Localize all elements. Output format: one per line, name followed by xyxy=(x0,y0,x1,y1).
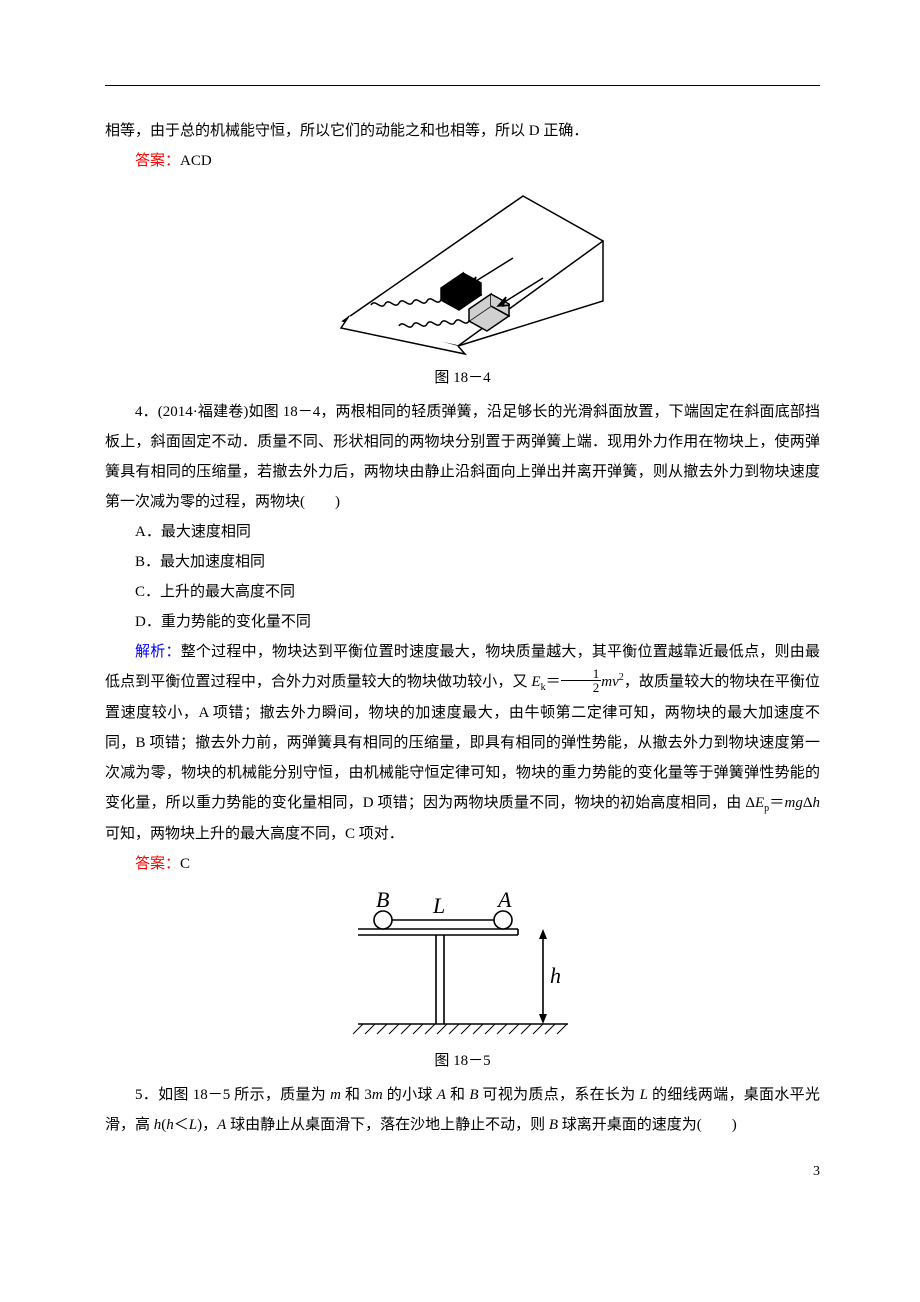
q5-A2: A xyxy=(217,1117,226,1133)
figure-18-5-caption: 图 18－5 xyxy=(105,1049,820,1070)
q5-t7: 球由静止从桌面滑下，落在沙地上静止不动，则 xyxy=(226,1117,549,1133)
q5-stem: 5．如图 18－5 所示，质量为 m 和 3m 的小球 A 和 B 可视为质点，… xyxy=(105,1080,820,1140)
document-page: 相等，由于总的机械能守恒，所以它们的动能之和也相等，所以 D 正确． 答案：AC… xyxy=(0,0,920,1200)
q4-option-c: C．上升的最大高度不同 xyxy=(105,577,820,607)
q4-stem: 4．(2014·福建卷)如图 18－4，两根相同的轻质弹簧，沿足够长的光滑斜面放… xyxy=(105,397,820,517)
ek-num: 1 xyxy=(561,667,602,681)
q5-A1: A xyxy=(437,1087,446,1103)
q4-analysis: 解析：整个过程中，物块达到平衡位置时速度最大，物块质量越大，其平衡位置越靠近最低… xyxy=(105,637,820,849)
ep-dh: h xyxy=(812,795,820,811)
fig5-label-B: B xyxy=(376,889,389,912)
q4-option-a: A．最大速度相同 xyxy=(105,517,820,547)
page-number: 3 xyxy=(813,1164,820,1180)
ek-E: E xyxy=(531,674,540,690)
q4-option-b: B．最大加速度相同 xyxy=(105,547,820,577)
ep-mg: mg xyxy=(784,795,802,811)
answer-3-value: ACD xyxy=(180,153,212,169)
analysis-label: 解析： xyxy=(135,644,181,660)
answer-4: 答案：C xyxy=(105,849,820,879)
fig5-label-h: h xyxy=(550,963,561,988)
figure-18-5-svg: B A L h xyxy=(348,889,578,1039)
q4-analysis-part3: 可知，两物块上升的最大高度不同，C 项对． xyxy=(105,826,404,842)
q5-L: L xyxy=(640,1087,648,1103)
q5-lt: ＜ xyxy=(174,1117,189,1133)
top-rule xyxy=(105,85,820,86)
fig5-label-A: A xyxy=(496,889,512,912)
q5-t1: 5．如图 18－5 所示，质量为 xyxy=(135,1087,330,1103)
pre-answer-line: 相等，由于总的机械能守恒，所以它们的动能之和也相等，所以 D 正确． xyxy=(105,116,820,146)
q5-t5: 可视为质点，系在长为 xyxy=(478,1087,639,1103)
figure-18-4-svg xyxy=(313,186,613,356)
q5-B2: B xyxy=(549,1117,558,1133)
q5-t2: 和 3 xyxy=(341,1087,372,1103)
q4-option-d: D．重力势能的变化量不同 xyxy=(105,607,820,637)
q4-analysis-part2: ，故质量较大的物块在平衡位置速度较小，A 项错；撤去外力瞬间，物块的加速度最大，… xyxy=(105,674,820,811)
ek-mv: mv xyxy=(601,674,619,690)
q5-t3: 的小球 xyxy=(383,1087,437,1103)
ek-eq: ＝ xyxy=(546,674,561,690)
answer-label-4: 答案： xyxy=(135,856,180,872)
q5-t8: 球离开桌面的速度为( ) xyxy=(558,1117,737,1133)
fig5-label-L: L xyxy=(432,893,445,918)
answer-4-value: C xyxy=(180,856,190,872)
ek-den: 2 xyxy=(561,681,602,694)
q5-h2: h xyxy=(166,1117,174,1133)
q5-L2: L xyxy=(189,1117,197,1133)
ep-delta: Δ xyxy=(745,795,755,811)
figure-18-4 xyxy=(105,186,820,361)
answer-3: 答案：ACD xyxy=(105,146,820,176)
q5-t4: 和 xyxy=(446,1087,469,1103)
q5-m2: m xyxy=(372,1087,383,1103)
q5-comma: ， xyxy=(202,1117,217,1133)
ep-eq: ＝ xyxy=(769,795,784,811)
q5-m1: m xyxy=(330,1087,341,1103)
ep-E: E xyxy=(755,795,764,811)
ek-frac: 12 xyxy=(561,667,602,694)
figure-18-4-caption: 图 18－4 xyxy=(105,366,820,387)
figure-18-5: B A L h xyxy=(105,889,820,1044)
answer-label: 答案： xyxy=(135,153,180,169)
